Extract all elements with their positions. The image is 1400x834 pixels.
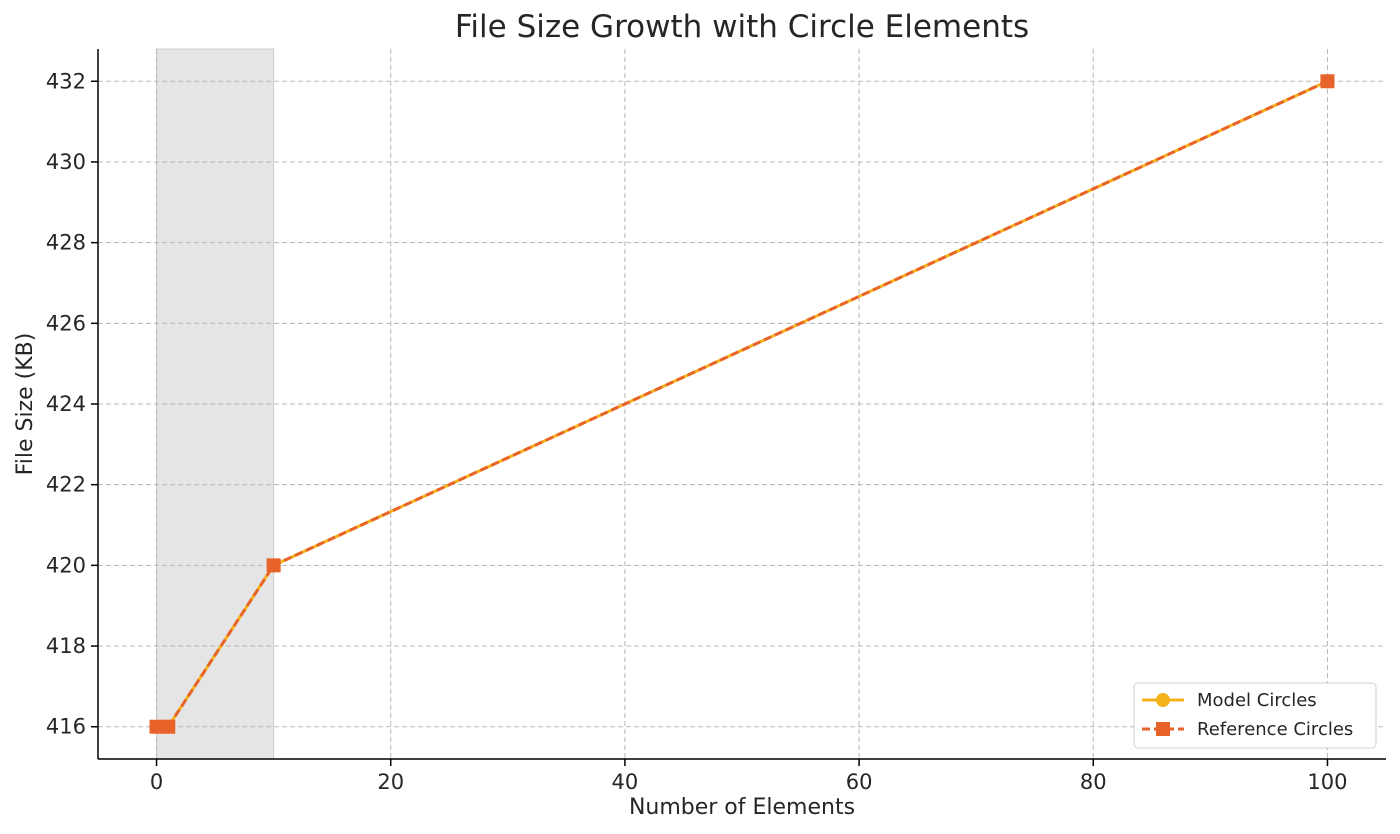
data-point-square — [149, 719, 164, 734]
y-tick-label: 424 — [46, 392, 86, 416]
legend: Model Circles Reference Circles — [1133, 682, 1377, 749]
y-tick-label: 432 — [46, 69, 86, 93]
y-tick-label: 418 — [46, 634, 86, 658]
chart-title: File Size Growth with Circle Elements — [455, 9, 1029, 45]
legend-box — [1133, 682, 1377, 749]
data-point-square — [1320, 74, 1335, 89]
y-axis-label: File Size (KB) — [13, 333, 38, 476]
y-ticks: 416 418 420 422 424 426 428 430 432 — [46, 69, 98, 739]
data-point-square — [266, 558, 281, 573]
x-ticks: 0 20 40 60 80 100 — [150, 759, 1348, 794]
legend-marker-model — [1156, 693, 1170, 707]
y-tick-label: 416 — [46, 715, 86, 739]
x-tick-label: 20 — [377, 770, 404, 794]
x-tick-label: 0 — [150, 770, 163, 794]
data-point-square — [161, 719, 176, 734]
x-tick-label: 60 — [846, 770, 873, 794]
y-tick-label: 420 — [46, 553, 86, 577]
grid — [98, 49, 1386, 759]
series-layer — [149, 74, 1335, 734]
x-tick-label: 80 — [1080, 770, 1107, 794]
x-tick-label: 100 — [1307, 770, 1347, 794]
legend-marker-reference — [1156, 722, 1170, 736]
x-axis-label: Number of Elements — [629, 795, 855, 820]
x-tick-label: 40 — [612, 770, 639, 794]
y-tick-label: 426 — [46, 311, 86, 335]
y-tick-label: 430 — [46, 150, 86, 174]
legend-label-model: Model Circles — [1197, 690, 1317, 711]
y-tick-label: 428 — [46, 231, 86, 255]
legend-label-reference: Reference Circles — [1197, 719, 1353, 740]
y-tick-label: 422 — [46, 473, 86, 497]
